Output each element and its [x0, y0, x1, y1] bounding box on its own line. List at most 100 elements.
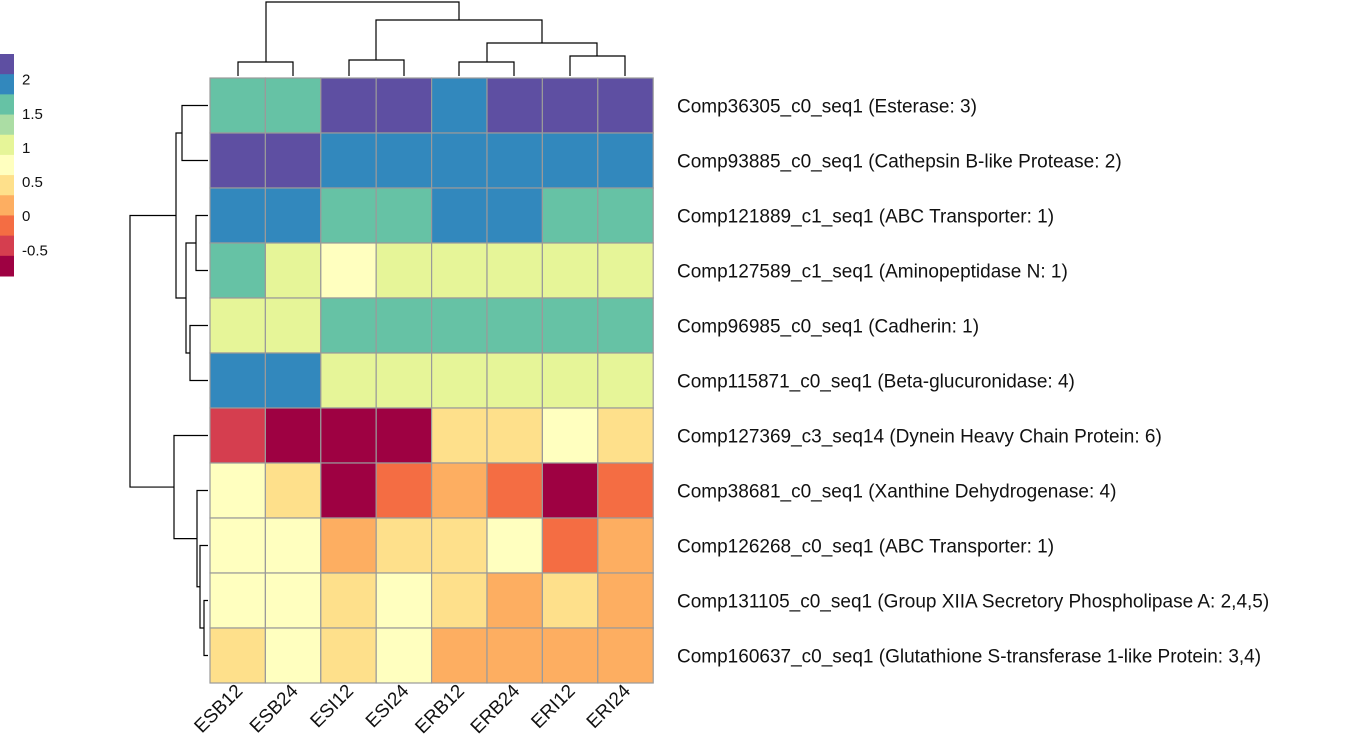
heatmap-cell [486, 187, 544, 244]
row-dendro-link-r9-r10 [203, 599, 208, 657]
heatmap-cell [209, 407, 267, 464]
legend-color-swatch [0, 154, 14, 176]
heatmap-cell [597, 407, 654, 464]
heatmap-cell [209, 462, 267, 519]
heatmap-cell [541, 462, 599, 519]
heatmap-cell [320, 132, 377, 189]
heatmap-cell [320, 242, 377, 299]
heatmap-cell [597, 132, 654, 189]
heatmap-cell [375, 132, 433, 189]
heatmap-cell [597, 572, 654, 629]
heatmap-cell [375, 77, 433, 134]
row-dendro-link-r23-r45 [185, 242, 196, 354]
row-dendro-link-r0-r1 [181, 104, 208, 162]
legend-color-swatch [0, 114, 14, 136]
legend-color-swatch [0, 54, 14, 75]
row-label: Comp127369_c3_seq14 (Dynein Heavy Chain … [677, 427, 1162, 448]
column-label: ERB12 [411, 681, 468, 738]
heatmap-cell [597, 462, 654, 519]
heatmap-cell [264, 297, 322, 354]
heatmap-cell [486, 627, 544, 684]
heatmap-cell [264, 77, 322, 134]
heatmap-cell [486, 462, 544, 519]
row-label: Comp115871_c0_seq1 (Beta-glucuronidase: … [677, 372, 1075, 393]
heatmap-cell [597, 187, 654, 244]
row-label: Comp121889_c1_seq1 (ABC Transporter: 1) [677, 207, 1054, 228]
column-label: ERB24 [467, 680, 525, 738]
column-label: ESB24 [246, 680, 303, 737]
heatmap-cell [431, 297, 488, 354]
col-dendro-link-esb [237, 61, 294, 76]
row-dendro-link-r2-r3 [195, 214, 208, 272]
row-dendro-link-top [175, 132, 186, 299]
heatmap-cell [597, 297, 654, 354]
heatmap-cell [541, 242, 599, 299]
heatmap-cell [209, 517, 267, 574]
heatmap-cell [320, 627, 377, 684]
heatmap-cell [541, 407, 599, 464]
heatmap-cell [264, 352, 322, 409]
heatmap-cell [209, 77, 267, 134]
heatmap-cell [431, 627, 488, 684]
legend-tick-label: 0.5 [22, 174, 43, 191]
row-dendro-link-r6-r7 [173, 434, 208, 540]
heatmap-cell [320, 407, 377, 464]
row-label: Comp96985_c0_seq1 (Cadherin: 1) [677, 317, 979, 338]
heatmap-cell [541, 352, 599, 409]
heatmap-cell [431, 462, 488, 519]
heatmap-cell [597, 627, 654, 684]
heatmap-cell [264, 187, 322, 244]
heatmap-cell [541, 572, 599, 629]
heatmap-cell [431, 352, 488, 409]
heatmap-cell [264, 132, 322, 189]
heatmap-cell [597, 77, 654, 134]
row-label: Comp126268_c0_seq1 (ABC Transporter: 1) [677, 537, 1054, 558]
heatmap-cell [486, 297, 544, 354]
heatmap-cell [486, 77, 544, 134]
heatmap-cell [375, 627, 433, 684]
col-dendro-link-erb [458, 61, 515, 76]
heatmap-cell [541, 77, 599, 134]
heatmap-cell [375, 297, 433, 354]
heatmap-cell [431, 517, 488, 574]
heatmap-cell [375, 407, 433, 464]
heatmap-cell [375, 187, 433, 244]
heatmap-cell [486, 242, 544, 299]
row-dendro-link-r4-r5 [189, 324, 208, 382]
heatmap-cell [320, 462, 377, 519]
heatmap-cell [597, 352, 654, 409]
heatmap-cell [320, 297, 377, 354]
row-label: Comp127589_c1_seq1 (Aminopeptidase N: 1) [677, 262, 1068, 283]
row-label: Comp36305_c0_seq1 (Esterase: 3) [677, 97, 977, 118]
heatmap-cell [209, 627, 267, 684]
heatmap-cell [320, 352, 377, 409]
legend-tick-label: 1 [22, 140, 30, 157]
heatmap-cell [264, 242, 322, 299]
legend-color-swatch [0, 255, 14, 277]
heatmap-cell [541, 517, 599, 574]
heatmap-cell [209, 187, 267, 244]
heatmap-cell [541, 132, 599, 189]
column-label: ESB12 [191, 681, 248, 738]
heatmap-cell [431, 77, 488, 134]
heatmap-cell [486, 132, 544, 189]
heatmap-cell [486, 517, 544, 574]
column-label: ERI24 [583, 680, 635, 732]
column-label: ESI12 [307, 681, 358, 732]
heatmap-cell [264, 627, 322, 684]
heatmap-cell [264, 517, 322, 574]
legend-tick-label: 0 [22, 208, 30, 225]
heatmap-cell [541, 297, 599, 354]
heatmap-cell [375, 462, 433, 519]
legend-color-swatch [0, 195, 14, 216]
heatmap-cell [209, 242, 267, 299]
heatmap-cell [431, 187, 488, 244]
column-dendrogram [237, 1, 626, 76]
heatmap-cell [486, 407, 544, 464]
color-legend: 2 1.5 1 0.5 0 -0.5 [0, 54, 48, 277]
row-dendro-link-r7-r8 [196, 489, 208, 588]
heatmap-cell [597, 242, 654, 299]
row-dendrogram [129, 104, 208, 657]
heatmap-cell [541, 187, 599, 244]
